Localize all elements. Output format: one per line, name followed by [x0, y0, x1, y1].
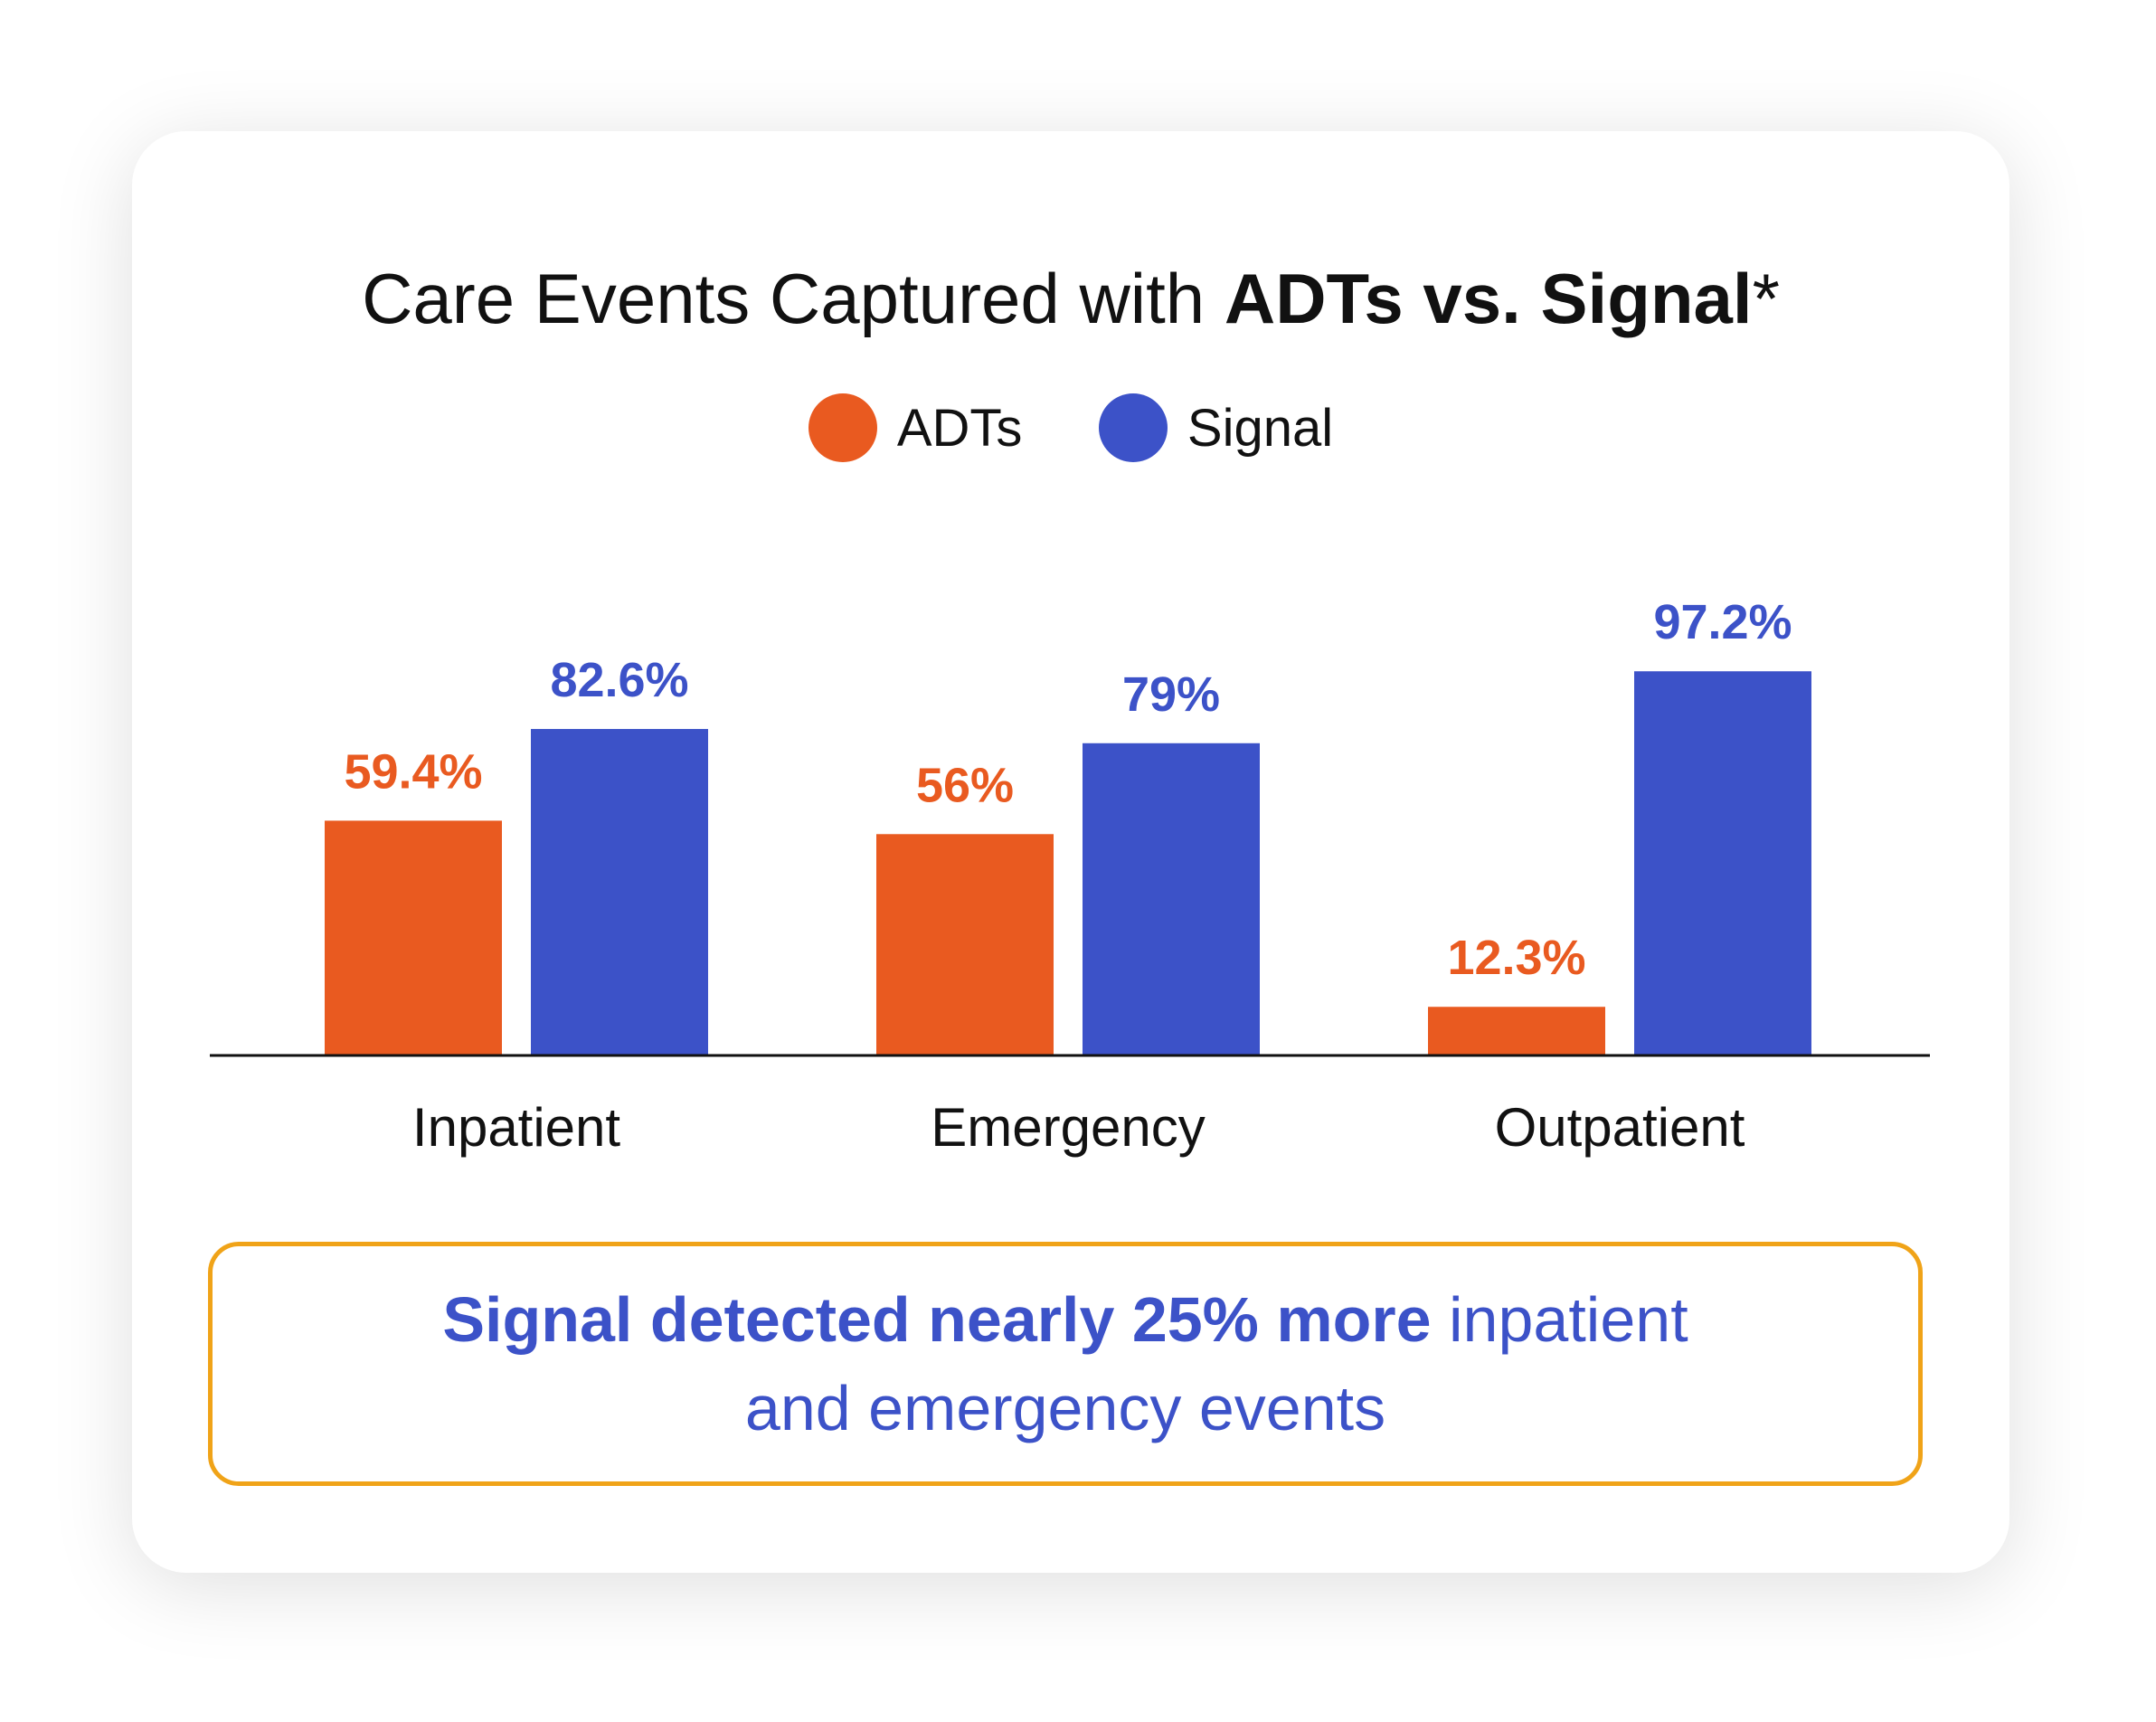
- x-tick-label-outpatient: Outpatient: [1495, 1097, 1745, 1158]
- bar-adts-inpatient: [325, 820, 502, 1055]
- title-suffix: *: [1752, 259, 1780, 338]
- x-tick-label-inpatient: Inpatient: [412, 1097, 621, 1158]
- data-label-signal-emergency: 79%: [1122, 667, 1220, 722]
- legend-label-adts: ADTs: [896, 398, 1023, 458]
- bar-adts-emergency: [876, 834, 1054, 1055]
- callout-line1-rest: inpatient: [1431, 1284, 1688, 1355]
- data-label-adts-inpatient: 59.4%: [344, 744, 482, 799]
- legend-item-signal: Signal: [1098, 393, 1334, 462]
- data-label-signal-inpatient: 82.6%: [550, 653, 688, 707]
- bar-chart: 59.4% 82.6% Inpatient 56% 79% Emergency 12.3% 9…: [210, 595, 1930, 1158]
- data-label-adts-outpatient: 12.3%: [1447, 931, 1585, 985]
- bar-adts-outpatient: [1428, 1007, 1605, 1055]
- data-label-adts-emergency: 56%: [916, 758, 1014, 812]
- data-label-signal-outpatient: 97.2%: [1653, 595, 1792, 649]
- x-tick-label-emergency: Emergency: [931, 1097, 1205, 1158]
- bar-signal-outpatient: [1634, 671, 1811, 1055]
- callout-bold-text: Signal detected nearly 25% more: [442, 1284, 1432, 1355]
- callout-line2: and emergency events: [744, 1373, 1386, 1443]
- title-prefix: Care Events Captured with: [362, 259, 1225, 338]
- legend-swatch-signal: [1098, 393, 1168, 462]
- bar-signal-emergency: [1083, 743, 1260, 1055]
- chart-legend: ADTs Signal: [132, 393, 2009, 462]
- bar-signal-inpatient: [531, 729, 708, 1055]
- legend-label-signal: Signal: [1187, 398, 1334, 458]
- chart-title: Care Events Captured with ADTs vs. Signa…: [132, 258, 2009, 340]
- chart-card: Care Events Captured with ADTs vs. Signa…: [132, 131, 2009, 1573]
- callout-text: Signal detected nearly 25% more inpatien…: [442, 1275, 1688, 1452]
- title-bold: ADTs vs. Signal: [1224, 259, 1753, 338]
- callout-box: Signal detected nearly 25% more inpatien…: [208, 1242, 1923, 1486]
- legend-item-adts: ADTs: [808, 393, 1023, 462]
- legend-swatch-adts: [808, 393, 877, 462]
